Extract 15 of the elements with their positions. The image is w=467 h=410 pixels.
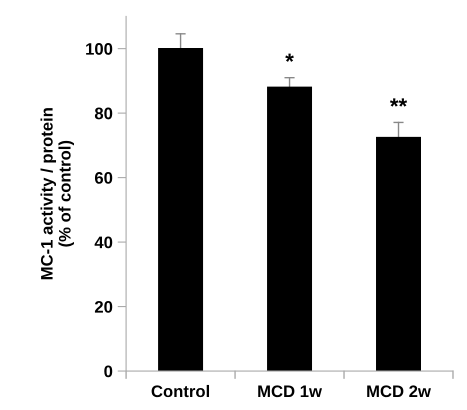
annotation: ** (390, 98, 408, 107)
y-tick-label: 100 (86, 43, 112, 55)
y-axis-title: MC-1 activity / protein (% of control) (40, 108, 74, 280)
y-tick-label: 60 (94, 172, 112, 184)
bar (267, 86, 312, 372)
x-tick-label: MCD 2w (367, 385, 431, 398)
annotation: * (285, 54, 294, 62)
y-tick-label: 20 (94, 300, 112, 313)
y-tick-label: 40 (94, 236, 112, 248)
x-tick-label: Control (152, 384, 210, 398)
bar (376, 136, 421, 372)
bar (158, 48, 204, 372)
y-tick-label: 0 (104, 365, 112, 378)
x-tick-label: MCD 1w (258, 385, 322, 398)
y-tick-label: 80 (94, 108, 112, 120)
